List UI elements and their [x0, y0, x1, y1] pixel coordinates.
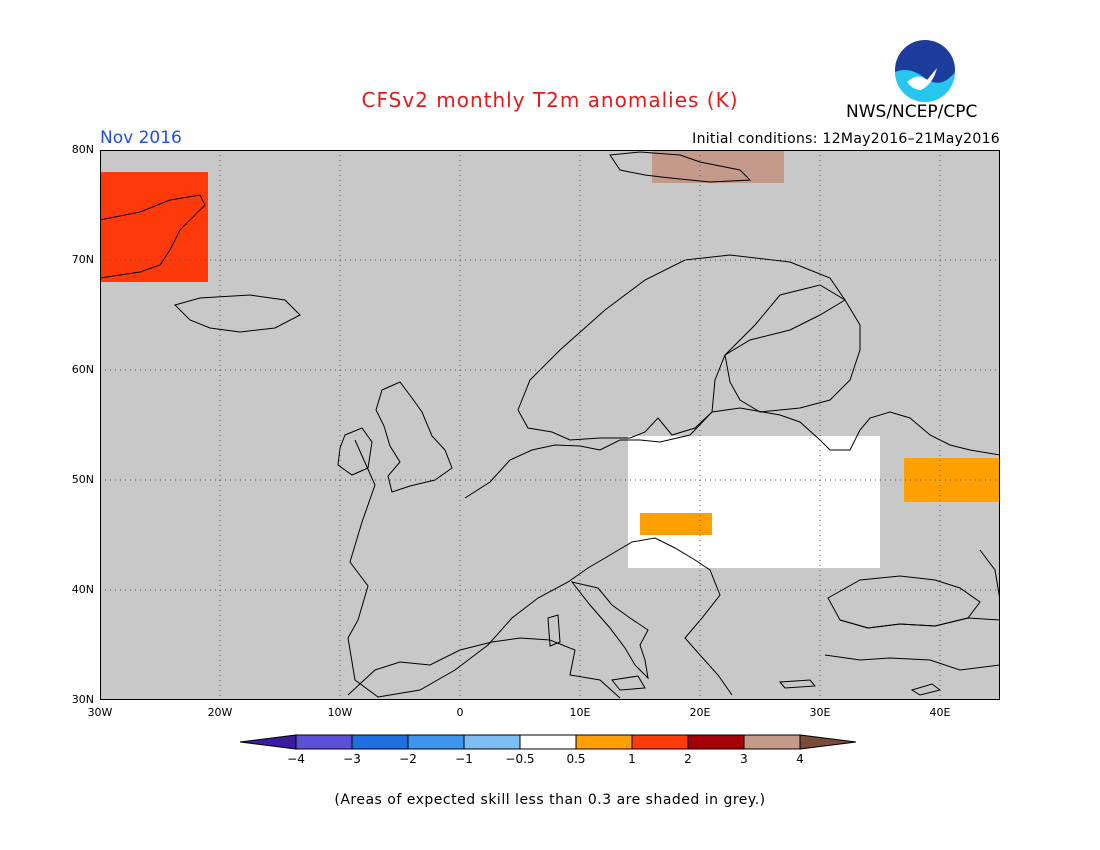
lon-label: 30E [809, 706, 831, 719]
colorbar-swatch [519, 734, 577, 750]
colorbar-swatch [351, 734, 409, 750]
lat-label: 30N [71, 693, 94, 706]
graticule [100, 150, 1000, 700]
lon-label: 20W [207, 706, 233, 719]
colorbar-tick-label: −0.5 [505, 752, 535, 766]
anomaly-cells [100, 150, 1000, 568]
anomaly-region-balkans [640, 513, 712, 535]
lon-label: 30W [87, 706, 113, 719]
lat-label: 40N [71, 583, 94, 596]
colorbar-tick-label: 4 [796, 752, 804, 766]
colorbar-tick-label: 2 [684, 752, 692, 766]
colorbar-tick-label: −2 [399, 752, 417, 766]
colorbar-swatch [295, 734, 353, 750]
anomaly-region-eastern-europe [628, 436, 880, 568]
anomaly-map [100, 150, 1000, 700]
lat-label: 60N [71, 363, 94, 376]
colorbar-tick-label: −4 [287, 752, 305, 766]
colorbar-swatch [463, 734, 521, 750]
colorbar-swatch [743, 734, 801, 750]
chart-title: CFSv2 monthly T2m anomalies (K) [361, 88, 739, 112]
agency-label: NWS/NCEP/CPC [846, 102, 978, 122]
lon-label: 40E [929, 706, 951, 719]
colorbar-swatch [407, 734, 465, 750]
colorbar-tick-label: 1 [628, 752, 636, 766]
lon-label: 10E [569, 706, 591, 719]
forecast-month: Nov 2016 [100, 128, 182, 148]
colorbar [240, 734, 857, 750]
anomaly-region-greenland-east [100, 172, 208, 282]
lon-label: 10W [327, 706, 353, 719]
colorbar-swatch [687, 734, 745, 750]
lat-label: 50N [71, 473, 94, 486]
colorbar-tick-label: 3 [740, 752, 748, 766]
lat-label: 80N [71, 143, 94, 156]
initial-conditions: Initial conditions: 12May2016–21May2016 [692, 131, 1000, 147]
anomaly-region-svalbard [652, 150, 784, 183]
lat-label: 70N [71, 253, 94, 266]
colorbar-swatch [631, 734, 689, 750]
noaa-logo [895, 40, 955, 102]
map-background [100, 150, 1000, 700]
skill-note: (Areas of expected skill less than 0.3 a… [334, 792, 766, 808]
lon-label: 20E [689, 706, 711, 719]
colorbar-tick-label: −1 [455, 752, 473, 766]
colorbar-tick-label: −3 [343, 752, 361, 766]
colorbar-arrow-low [240, 734, 297, 750]
lon-label: 0 [456, 706, 464, 719]
colorbar-tick-label: 0.5 [566, 752, 586, 766]
colorbar-swatch [575, 734, 633, 750]
colorbar-arrow-high [799, 734, 857, 750]
